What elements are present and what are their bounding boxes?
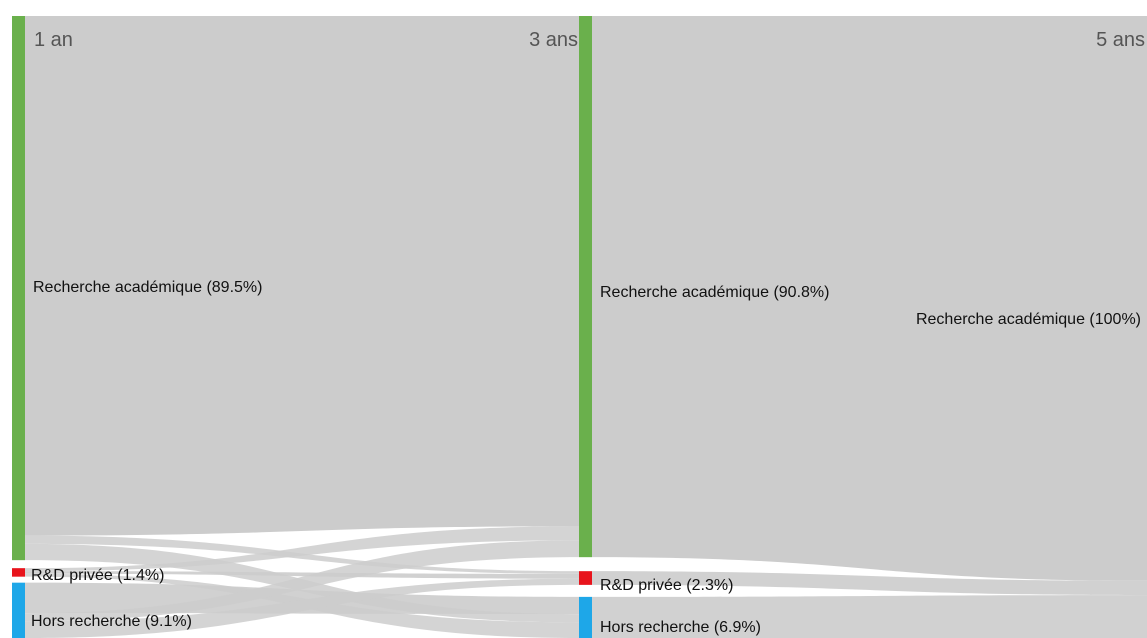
node-label-5ans-recherche: Recherche académique (100%) (916, 311, 1141, 328)
link-rd-recherche (25, 526, 579, 572)
node-bar-1-an-recherche-academique (12, 16, 25, 561)
sankey-links (25, 16, 1147, 638)
sankey-nodes (12, 16, 592, 638)
stage-label-5-ans: 5 ans (1096, 29, 1145, 51)
stage-label-1-an: 1 an (34, 29, 73, 51)
node-bar-3-ans-r-d-privee (579, 571, 592, 585)
node-bar-3-ans-hors-recherche (579, 596, 592, 638)
link-3ans-recherche-5ans (592, 16, 1147, 581)
node-bar-1-an-hors-recherche (12, 582, 25, 638)
link-recherche-recherche (25, 16, 579, 536)
link-hors-rd (25, 578, 579, 638)
link-3ans-rd-5ans (592, 571, 1147, 596)
node-bar-3-ans-recherche-academique (579, 16, 592, 558)
node-label-3ans-rd: R&D privée (2.3%) (600, 577, 733, 594)
node-label-1an-rd: R&D privée (1.4%) (31, 567, 164, 584)
node-label-3ans-hors: Hors recherche (6.9%) (600, 619, 761, 636)
node-bar-1-an-r-d-privee (12, 568, 25, 577)
node-label-1an-recherche: Recherche académique (89.5%) (33, 279, 262, 296)
link-rd-rd (25, 571, 579, 579)
link-hors-recherche (25, 540, 579, 622)
stage-label-3-ans: 3 ans (529, 29, 578, 51)
node-label-3ans-recherche: Recherche académique (90.8%) (600, 284, 829, 301)
node-label-1an-hors: Hors recherche (9.1%) (31, 613, 192, 630)
link-3ans-hors-5ans (592, 595, 1147, 638)
